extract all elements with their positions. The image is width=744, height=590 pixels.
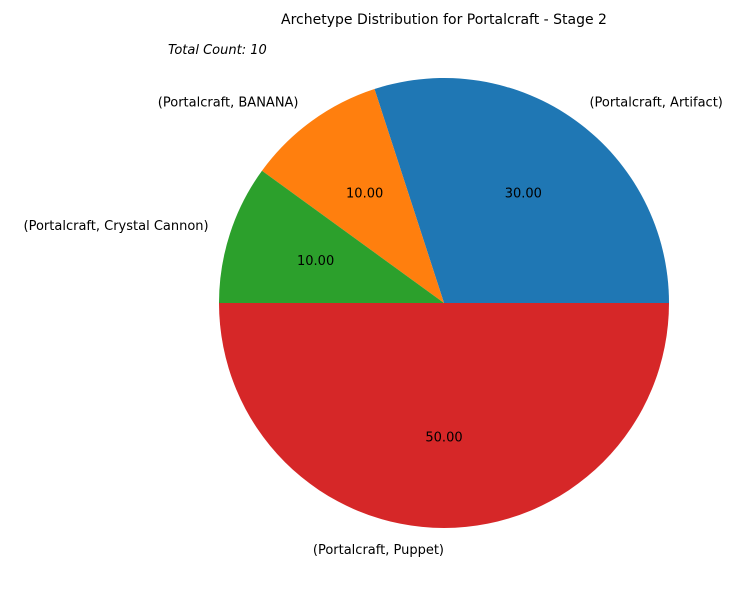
pie-label-portalcraft-crystal-cannon: (Portalcraft, Crystal Cannon) <box>24 219 209 234</box>
pie-label-portalcraft-puppet: (Portalcraft, Puppet) <box>313 543 444 558</box>
pie-slice-portalcraft-puppet <box>219 303 669 528</box>
pie-percent-labels: 30.00 10.00 10.00 50.00 <box>297 186 542 445</box>
pie-slice-portalcraft-banana <box>261 89 444 303</box>
pie-labels: (Portalcraft, Artifact) (Portalcraft, BAN… <box>24 95 723 558</box>
pie-slices <box>219 77 669 528</box>
pie-slice-portalcraft-crystal-cannon <box>219 170 444 303</box>
pie-label-portalcraft-artifact: (Portalcraft, Artifact) <box>589 95 722 110</box>
chart-title: Archetype Distribution for Portalcraft -… <box>281 12 607 28</box>
pie-value-portalcraft-banana: 10.00 <box>346 186 383 201</box>
pie-value-portalcraft-crystal-cannon: 10.00 <box>297 254 334 269</box>
pie-slice-portalcraft-artifact <box>374 77 669 304</box>
pie-label-portalcraft-banana: (Portalcraft, BANANA) <box>158 95 299 110</box>
total-count-annotation: Total Count: 10 <box>168 43 267 58</box>
pie-value-portalcraft-artifact: 30.00 <box>505 186 542 201</box>
pie-value-portalcraft-puppet: 50.00 <box>425 431 462 446</box>
